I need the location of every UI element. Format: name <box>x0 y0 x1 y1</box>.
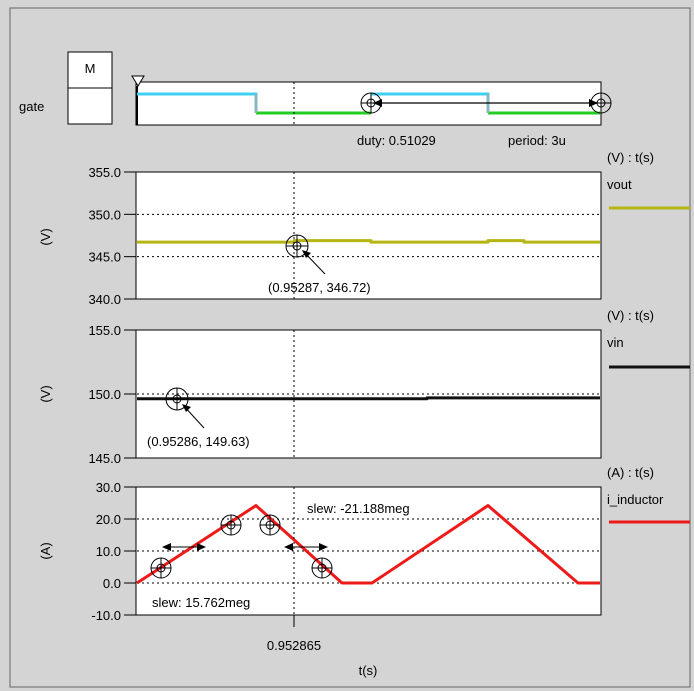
slew-rise-arrow-right-icon <box>197 543 206 551</box>
y-tick-label: 0.0 <box>103 576 121 591</box>
vout-marker-label: (0.95287, 346.72) <box>268 280 371 295</box>
crosshair-cursor-icon[interactable] <box>259 514 281 536</box>
crosshair-cursor-icon[interactable] <box>285 234 309 258</box>
series-line-vin <box>137 396 600 401</box>
slew-fall-readout: slew: -21.188meg <box>307 501 410 516</box>
vin-marker-arrow-icon <box>182 404 191 412</box>
y-tick-label: 345.0 <box>88 250 121 265</box>
i-inductor-y-axis-label: (A) <box>38 542 53 559</box>
vout-plot-area <box>135 171 602 300</box>
y-tick-label: 10.0 <box>96 544 121 559</box>
vout-legend-label: vout <box>607 177 632 192</box>
x-cursor-label: 0.952865 <box>267 638 321 653</box>
y-tick-label: 30.0 <box>96 480 121 495</box>
vin-marker-label: (0.95286, 149.63) <box>147 434 250 449</box>
period-readout: period: 3u <box>508 133 566 148</box>
slew-rise-arrow-left-icon <box>162 543 171 551</box>
y-tick-label: 350.0 <box>88 207 121 222</box>
slew-fall-arrow-right-icon <box>319 543 328 551</box>
vin-unit-label: (V) : t(s) <box>607 308 654 323</box>
i-inductor-legend-label: i_inductor <box>607 492 664 507</box>
duty-readout: duty: 0.51029 <box>357 133 436 148</box>
series-line-i-inductor <box>136 504 600 585</box>
crosshair-cursor-icon[interactable] <box>360 92 382 114</box>
y-tick-label: 355.0 <box>88 165 121 180</box>
crosshair-cursor-icon[interactable] <box>311 557 333 579</box>
vout-marker-arrow-icon <box>302 250 311 258</box>
slew-fall-arrow-left-icon <box>284 543 293 551</box>
vin-chart: (V) : t(s) vin (V) 155.0 150.0 145.0 (0.95… <box>38 308 690 466</box>
y-tick-label: 155.0 <box>88 323 121 338</box>
crosshair-cursor-icon[interactable] <box>165 387 189 411</box>
vout-y-axis-label: (V) <box>38 228 53 245</box>
crosshair-cursor-icon[interactable] <box>590 92 612 114</box>
slew-rise-readout: slew: 15.762meg <box>152 595 250 610</box>
gate-label: gate <box>19 99 44 114</box>
crosshair-cursor-icon[interactable] <box>150 557 172 579</box>
y-tick-label: 340.0 <box>88 292 121 307</box>
crosshair-cursor-icon[interactable] <box>220 514 242 536</box>
trigger-marker-icon[interactable] <box>131 75 145 87</box>
gate-section: M gate duty: 0.51029 period: 3u <box>19 51 612 148</box>
vin-legend-label: vin <box>607 335 624 350</box>
i-inductor-unit-label: (A) : t(s) <box>607 465 654 480</box>
y-tick-label: 20.0 <box>96 512 121 527</box>
y-tick-label: 150.0 <box>88 387 121 402</box>
y-tick-label: -10.0 <box>91 608 121 623</box>
vin-y-axis-label: (V) <box>38 385 53 402</box>
x-axis-label: t(s) <box>359 663 378 678</box>
series-line-vout <box>137 239 600 244</box>
gate-box-letter: M <box>85 61 96 76</box>
y-tick-label: 145.0 <box>88 451 121 466</box>
vout-chart: (V) : t(s) vout (V) 355.0 350.0 345.0 340.0… <box>38 150 690 307</box>
i-inductor-chart: (A) : t(s) i_inductor (A) 30.0 20.0 10.0 0.… <box>38 465 690 623</box>
vout-unit-label: (V) : t(s) <box>607 150 654 165</box>
